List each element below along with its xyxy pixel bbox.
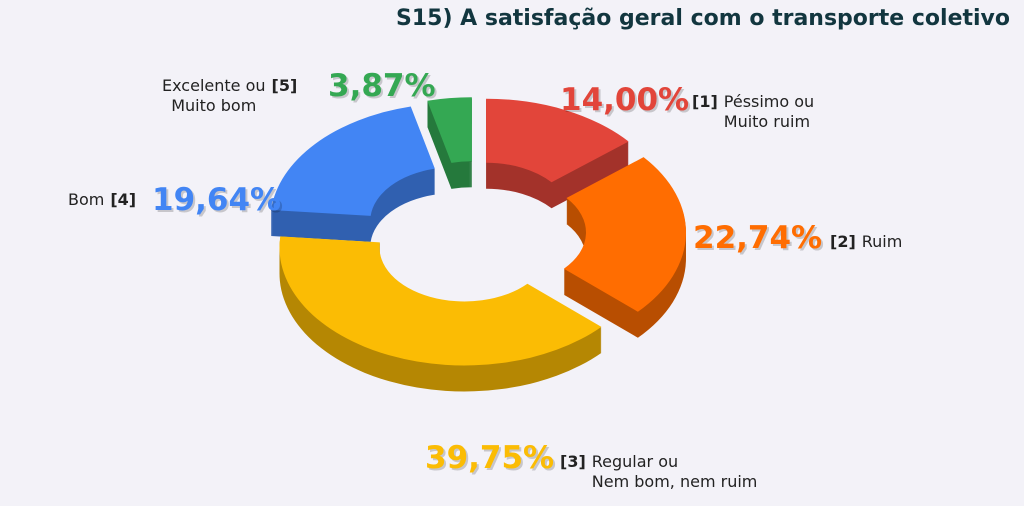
chart-title: S15) A satisfação geral com o transporte… [395,6,1010,31]
category-label: Bom [68,190,105,209]
category-label: Excelente ou Muito bom [162,76,266,115]
category-label: Péssimo ou Muito ruim [723,92,815,131]
category-code: [4] [110,190,137,209]
value-label: 22,74% [693,220,823,256]
legend-label: [3] Regular ou Nem bom, nem ruim [560,452,757,492]
category-code: [5] [271,76,298,95]
value-label: 19,64% [152,182,282,218]
value-label: 3,87% [328,68,436,104]
category-code: [1] [692,92,718,111]
category-label: Regular ou Nem bom, nem ruim [591,452,758,491]
value-label: 14,00% [560,82,690,118]
legend-label: Bom [4] [68,190,136,210]
slice [563,157,686,312]
slice [427,97,472,163]
legend-label: [2] Ruim [830,232,902,252]
slice [271,106,435,216]
slice [279,236,602,366]
legend-label: Excelente ou Muito bom [5] [162,76,297,116]
category-label: Ruim [861,232,903,251]
category-code: [2] [830,232,856,251]
category-code: [3] [560,452,586,471]
slice [486,98,629,183]
legend-label: [1] Péssimo ou Muito ruim [692,92,814,132]
value-label: 39,75% [425,440,555,476]
